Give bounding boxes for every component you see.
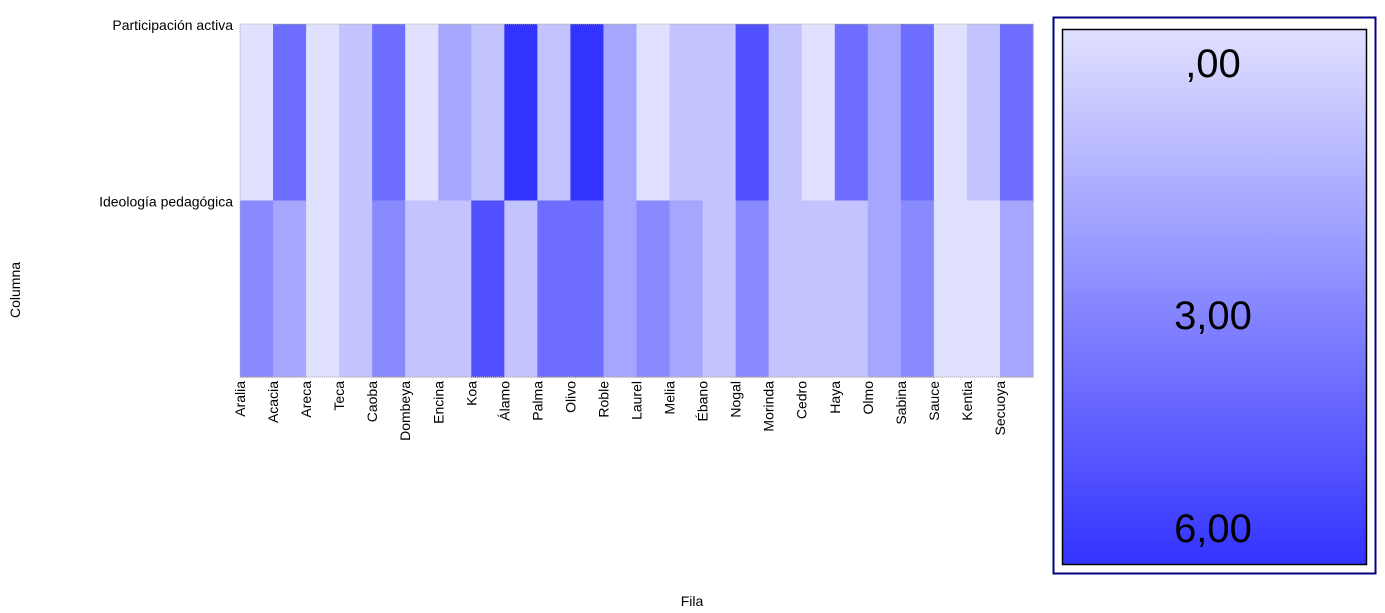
heatmap-cell bbox=[834, 200, 869, 378]
heatmap-cell bbox=[504, 24, 538, 202]
heatmap-cell bbox=[933, 24, 968, 202]
row-label: Ideología pedagógica bbox=[99, 194, 233, 210]
heatmap-cell bbox=[570, 200, 605, 378]
heatmap-cell bbox=[768, 24, 803, 202]
heatmap-cell bbox=[372, 200, 406, 378]
column-label: Encina bbox=[430, 381, 446, 424]
heatmap-cell bbox=[240, 200, 274, 378]
column-label: Olivo bbox=[562, 381, 578, 413]
column-labels: Aralia Acacia Areca Teca Caoba Dombeya Encina K… bbox=[232, 381, 1008, 441]
heatmap-cell bbox=[933, 200, 968, 378]
heatmap-cell bbox=[405, 24, 439, 202]
heatmap-cell bbox=[537, 200, 572, 378]
legend-gradient bbox=[1061, 28, 1368, 566]
row-labels: Participación activa Ideología pedagógica bbox=[99, 17, 233, 210]
heatmap-cell bbox=[834, 24, 869, 202]
heatmap-cell bbox=[306, 24, 340, 202]
column-label: Laurel bbox=[629, 381, 645, 420]
heatmap-cell bbox=[438, 24, 472, 202]
legend-label-min: ,00 bbox=[1185, 42, 1241, 86]
row-label: Participación activa bbox=[112, 17, 233, 33]
heatmap-cell bbox=[603, 24, 638, 202]
heatmap-cell bbox=[702, 24, 737, 202]
heatmap-cell bbox=[966, 24, 1001, 202]
heatmap-cell bbox=[339, 200, 373, 378]
column-label: Aralia bbox=[232, 381, 248, 417]
column-label: Olmo bbox=[860, 381, 876, 415]
heatmap-cell bbox=[867, 24, 902, 202]
column-label: Morinda bbox=[761, 381, 777, 432]
column-label: Caoba bbox=[364, 381, 380, 422]
column-label: Palma bbox=[529, 381, 545, 421]
column-label: Kentia bbox=[959, 381, 975, 421]
heatmap-cell bbox=[603, 200, 638, 378]
heatmap-cell bbox=[999, 200, 1034, 378]
heatmap-cell bbox=[702, 200, 737, 378]
column-label: Roble bbox=[595, 381, 611, 418]
plot-frame bbox=[239, 23, 1034, 378]
heatmap-cell bbox=[537, 24, 572, 202]
legend-label-mid: 3,00 bbox=[1174, 294, 1252, 338]
x-axis-title: Fila bbox=[681, 593, 704, 609]
heatmap-cell bbox=[636, 200, 671, 378]
heatmap-cell bbox=[372, 24, 406, 202]
heatmap-cells bbox=[240, 24, 1034, 378]
heatmap-cell bbox=[273, 24, 307, 202]
column-label: Ébano bbox=[695, 381, 711, 422]
heatmap-cell bbox=[438, 200, 472, 378]
heatmap-cell bbox=[669, 24, 704, 202]
column-label: Areca bbox=[298, 381, 314, 418]
heatmap-cell bbox=[900, 24, 935, 202]
heatmap-cell bbox=[636, 24, 671, 202]
heatmap-cell bbox=[504, 200, 538, 378]
column-label: Dombeya bbox=[397, 381, 413, 441]
column-label: Sauce bbox=[926, 381, 942, 421]
column-label: Acacia bbox=[265, 381, 281, 423]
heatmap-cell bbox=[669, 200, 704, 378]
heatmap-cell bbox=[801, 200, 836, 378]
column-label: Koa bbox=[463, 381, 479, 406]
column-label: Sabina bbox=[893, 381, 909, 425]
legend-label-max: 6,00 bbox=[1174, 507, 1252, 551]
heatmap-cell bbox=[570, 24, 605, 202]
heatmap-cell bbox=[966, 200, 1001, 378]
heatmap-cell bbox=[471, 24, 505, 202]
heatmap-cell bbox=[867, 200, 902, 378]
column-label: Álamo bbox=[496, 381, 512, 421]
heatmap-cell bbox=[471, 200, 505, 378]
column-label: Cedro bbox=[794, 381, 810, 419]
column-label: Secuoya bbox=[992, 381, 1008, 436]
y-axis-title: Columna bbox=[7, 262, 23, 318]
heatmap-cell bbox=[768, 200, 803, 378]
heatmap-cell bbox=[999, 24, 1034, 202]
heatmap-cell bbox=[273, 200, 307, 378]
heatmap-cell bbox=[900, 200, 935, 378]
heatmap-cell bbox=[306, 200, 340, 378]
heatmap-cell bbox=[735, 200, 770, 378]
column-label: Nogal bbox=[728, 381, 744, 418]
column-label: Melia bbox=[662, 381, 678, 415]
column-label: Haya bbox=[827, 381, 843, 414]
column-label: Teca bbox=[331, 381, 347, 411]
heatmap-cell bbox=[339, 24, 373, 202]
heatmap-cell bbox=[405, 200, 439, 378]
color-legend: ,00 3,00 6,00 bbox=[1052, 16, 1377, 575]
heatmap-cell bbox=[801, 24, 836, 202]
heatmap-cell bbox=[735, 24, 770, 202]
heatmap-cell bbox=[240, 24, 274, 202]
